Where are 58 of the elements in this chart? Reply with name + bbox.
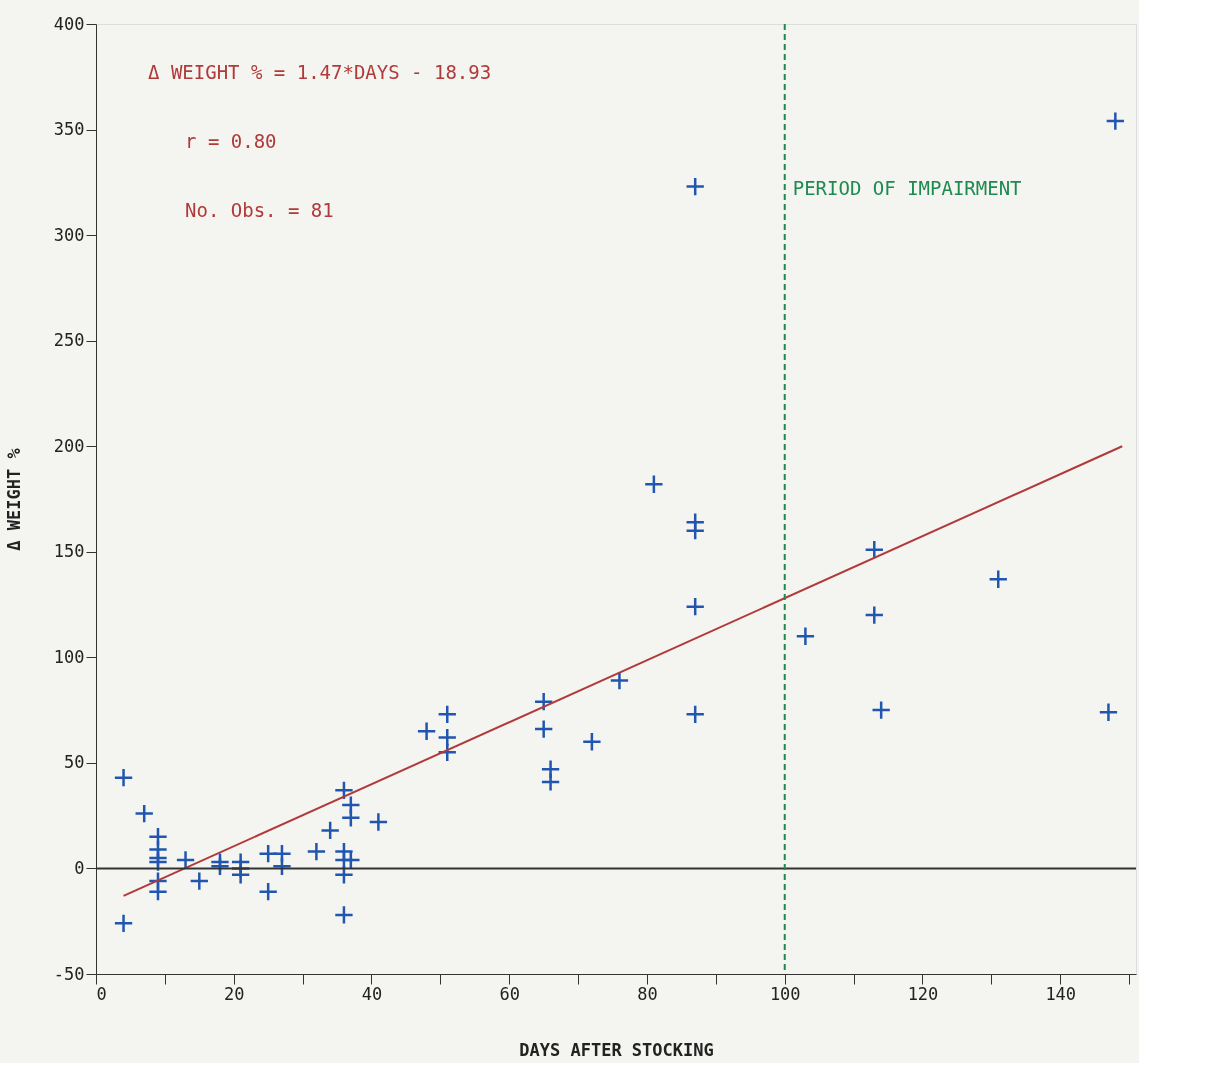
x-tick-label: 80 xyxy=(637,983,658,1004)
annotation: r = 0.80 xyxy=(185,130,277,152)
point xyxy=(258,881,279,902)
point xyxy=(189,871,210,892)
point xyxy=(134,803,155,824)
point xyxy=(864,539,885,560)
y-tick-label: 150 xyxy=(53,541,85,562)
point xyxy=(685,704,706,725)
point xyxy=(540,771,561,792)
point xyxy=(320,820,341,841)
point xyxy=(988,569,1009,590)
point xyxy=(871,700,892,721)
point xyxy=(643,474,664,495)
point xyxy=(437,704,458,725)
point xyxy=(368,812,389,832)
y-tick-label: 250 xyxy=(53,330,85,351)
point xyxy=(609,670,630,691)
annotation: Δ WEIGHT % = 1.47*DAYS - 18.93 xyxy=(148,61,492,83)
point xyxy=(581,731,602,752)
point xyxy=(334,780,354,801)
point xyxy=(148,852,168,873)
y-tick-label: 0 xyxy=(74,857,85,878)
point xyxy=(864,605,885,626)
point xyxy=(416,721,437,742)
y-tick-label: 300 xyxy=(53,224,85,245)
point xyxy=(272,856,292,877)
y-axis-title: Δ WEIGHT % xyxy=(3,447,24,551)
x-tick-label: 120 xyxy=(907,983,939,1004)
point xyxy=(685,520,706,541)
point xyxy=(148,881,168,902)
point xyxy=(113,767,134,788)
y-tick-label: 200 xyxy=(53,435,85,456)
point xyxy=(685,596,706,617)
annotation: No. Obs. = 81 xyxy=(185,199,334,221)
x-axis-title: DAYS AFTER STOCKING xyxy=(519,1039,714,1060)
point xyxy=(533,719,554,740)
y-tick-label: -50 xyxy=(53,963,85,984)
y-tick-label: 400 xyxy=(53,13,85,34)
point xyxy=(306,841,327,862)
y-tick-label: 100 xyxy=(53,646,85,667)
point xyxy=(795,626,816,647)
point xyxy=(113,913,134,934)
x-tick-label: 100 xyxy=(769,983,801,1004)
point xyxy=(1105,111,1126,132)
y-tick-label: 350 xyxy=(53,119,85,140)
x-tick-label: 0 xyxy=(96,983,107,1004)
x-tick-label: 20 xyxy=(224,983,245,1004)
x-tick-label: 40 xyxy=(361,983,383,1004)
point xyxy=(1098,702,1119,723)
x-tick-label: 60 xyxy=(499,983,520,1004)
y-tick-label: 50 xyxy=(64,752,85,773)
point xyxy=(175,850,196,870)
point xyxy=(340,807,361,828)
point xyxy=(334,904,354,925)
point xyxy=(533,691,554,712)
point xyxy=(685,176,706,197)
x-tick-label: 140 xyxy=(1045,983,1077,1004)
ref-line-label: PERIOD OF IMPAIRMENT xyxy=(792,177,1022,199)
